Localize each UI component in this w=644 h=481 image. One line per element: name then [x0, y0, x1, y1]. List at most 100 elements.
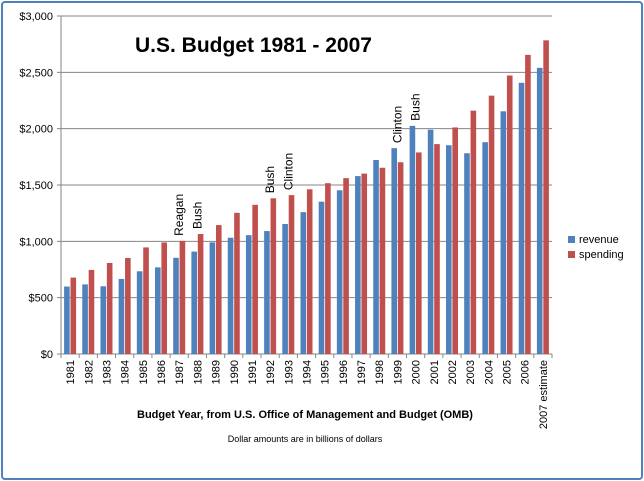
- bar-revenue: [300, 212, 307, 354]
- bar-spending: [525, 54, 531, 355]
- x-axis-label: Budget Year, from U.S. Office of Managem…: [137, 409, 473, 421]
- x-tick-label: 1985: [138, 360, 150, 384]
- bar-revenue: [118, 278, 125, 354]
- bar-revenue: [355, 176, 361, 354]
- bar-revenue: [482, 142, 488, 354]
- bar-spending: [506, 75, 513, 354]
- x-tick-label: 1987: [174, 360, 186, 384]
- bar-spending: [88, 269, 95, 354]
- bar-revenue: [464, 153, 470, 354]
- bar-spending: [488, 95, 495, 354]
- bar-revenue: [82, 284, 88, 354]
- x-tick-label: 1996: [338, 360, 350, 384]
- bar-revenue: [282, 223, 288, 354]
- bar-revenue: [336, 190, 343, 354]
- bar-spending: [197, 234, 204, 354]
- units-note: Dollar amounts are in billions of dollar…: [228, 434, 383, 444]
- bar-revenue: [536, 67, 543, 355]
- bar-revenue: [318, 201, 325, 354]
- bar-spending: [379, 167, 386, 354]
- bar-spending: [234, 212, 240, 354]
- bar-spending: [434, 144, 440, 354]
- bar-spending: [416, 152, 422, 354]
- bar-spending: [215, 225, 222, 354]
- x-tick-label: 2002: [447, 360, 459, 384]
- bar-spending: [397, 162, 404, 354]
- bar-spending: [361, 173, 368, 354]
- bar-revenue: [64, 286, 70, 354]
- x-tick-label: 1992: [265, 360, 277, 384]
- legend-label-revenue: revenue: [579, 234, 619, 246]
- y-tick-label: $2,000: [19, 124, 53, 136]
- bar-spending: [270, 198, 277, 354]
- x-tick-label: 2006: [520, 360, 532, 384]
- y-tick-label: $3,000: [19, 11, 53, 23]
- annotation-label: Bush: [190, 202, 204, 229]
- x-tick-label: 1986: [156, 360, 168, 384]
- annotation-label: Bush: [409, 93, 423, 120]
- x-tick-label: 2000: [411, 360, 423, 384]
- y-tick-label: $1,000: [19, 236, 53, 248]
- bar-revenue: [155, 267, 161, 354]
- bar-spending: [452, 127, 458, 354]
- y-tick-label: $0: [41, 349, 53, 361]
- bar-spending: [70, 277, 77, 354]
- bar-spending: [470, 110, 477, 354]
- bar-spending: [306, 189, 313, 354]
- bar-revenue: [100, 286, 107, 354]
- bar-revenue: [409, 125, 416, 354]
- annotation-label: Clinton: [281, 153, 295, 190]
- y-tick-label: $500: [29, 293, 53, 305]
- legend-swatch-revenue: [568, 236, 575, 243]
- bar-revenue: [136, 271, 143, 354]
- bar-revenue: [445, 145, 452, 354]
- x-tick-label: 1988: [192, 360, 204, 384]
- x-tick-label: 1995: [320, 360, 332, 384]
- bar-revenue: [500, 111, 507, 354]
- x-tick-label: 1998: [374, 360, 386, 384]
- x-tick-label: 1983: [101, 360, 113, 384]
- x-tick-label: 1981: [65, 360, 77, 384]
- x-tick-label: 2007 estimate: [538, 360, 550, 429]
- x-tick-label: 1991: [247, 360, 259, 384]
- legend-swatch-spending: [568, 251, 575, 258]
- x-tick-label: 2004: [483, 360, 495, 384]
- y-tick-label: $1,500: [19, 180, 53, 192]
- bar-spending: [543, 40, 549, 354]
- x-tick-label: 1994: [302, 360, 314, 384]
- y-tick-label: $2,500: [19, 67, 53, 79]
- bar-revenue: [518, 82, 525, 354]
- annotation-label: Reagan: [172, 194, 186, 236]
- x-tick-label: 1993: [283, 360, 295, 384]
- x-tick-label: 1989: [211, 360, 223, 384]
- bar-spending: [343, 178, 349, 354]
- bar-revenue: [427, 129, 434, 354]
- x-tick-label: 2001: [429, 360, 441, 384]
- annotation-label: Bush: [263, 166, 277, 193]
- bar-revenue: [264, 231, 270, 354]
- bar-revenue: [227, 237, 234, 354]
- bar-revenue: [391, 148, 398, 354]
- bar-spending: [252, 204, 258, 354]
- bar-spending: [179, 240, 186, 354]
- bar-spending: [288, 195, 295, 354]
- x-tick-label: 2003: [465, 360, 477, 384]
- bar-spending: [161, 242, 168, 354]
- x-tick-label: 1984: [120, 360, 132, 384]
- chart-title: U.S. Budget 1981 - 2007: [135, 34, 372, 57]
- bar-revenue: [245, 235, 252, 354]
- bar-spending: [325, 183, 331, 354]
- bar-revenue: [209, 242, 216, 354]
- x-tick-label: 1990: [229, 360, 241, 384]
- x-tick-label: 1982: [83, 360, 95, 384]
- x-tick-label: 1999: [392, 360, 404, 384]
- bar-revenue: [191, 251, 197, 354]
- bar-spending: [143, 247, 149, 354]
- bar-revenue: [373, 159, 379, 354]
- legend-label-spending: spending: [579, 249, 624, 261]
- bar-spending: [125, 258, 131, 354]
- bar-spending: [106, 262, 113, 354]
- x-tick-label: 1997: [356, 360, 368, 384]
